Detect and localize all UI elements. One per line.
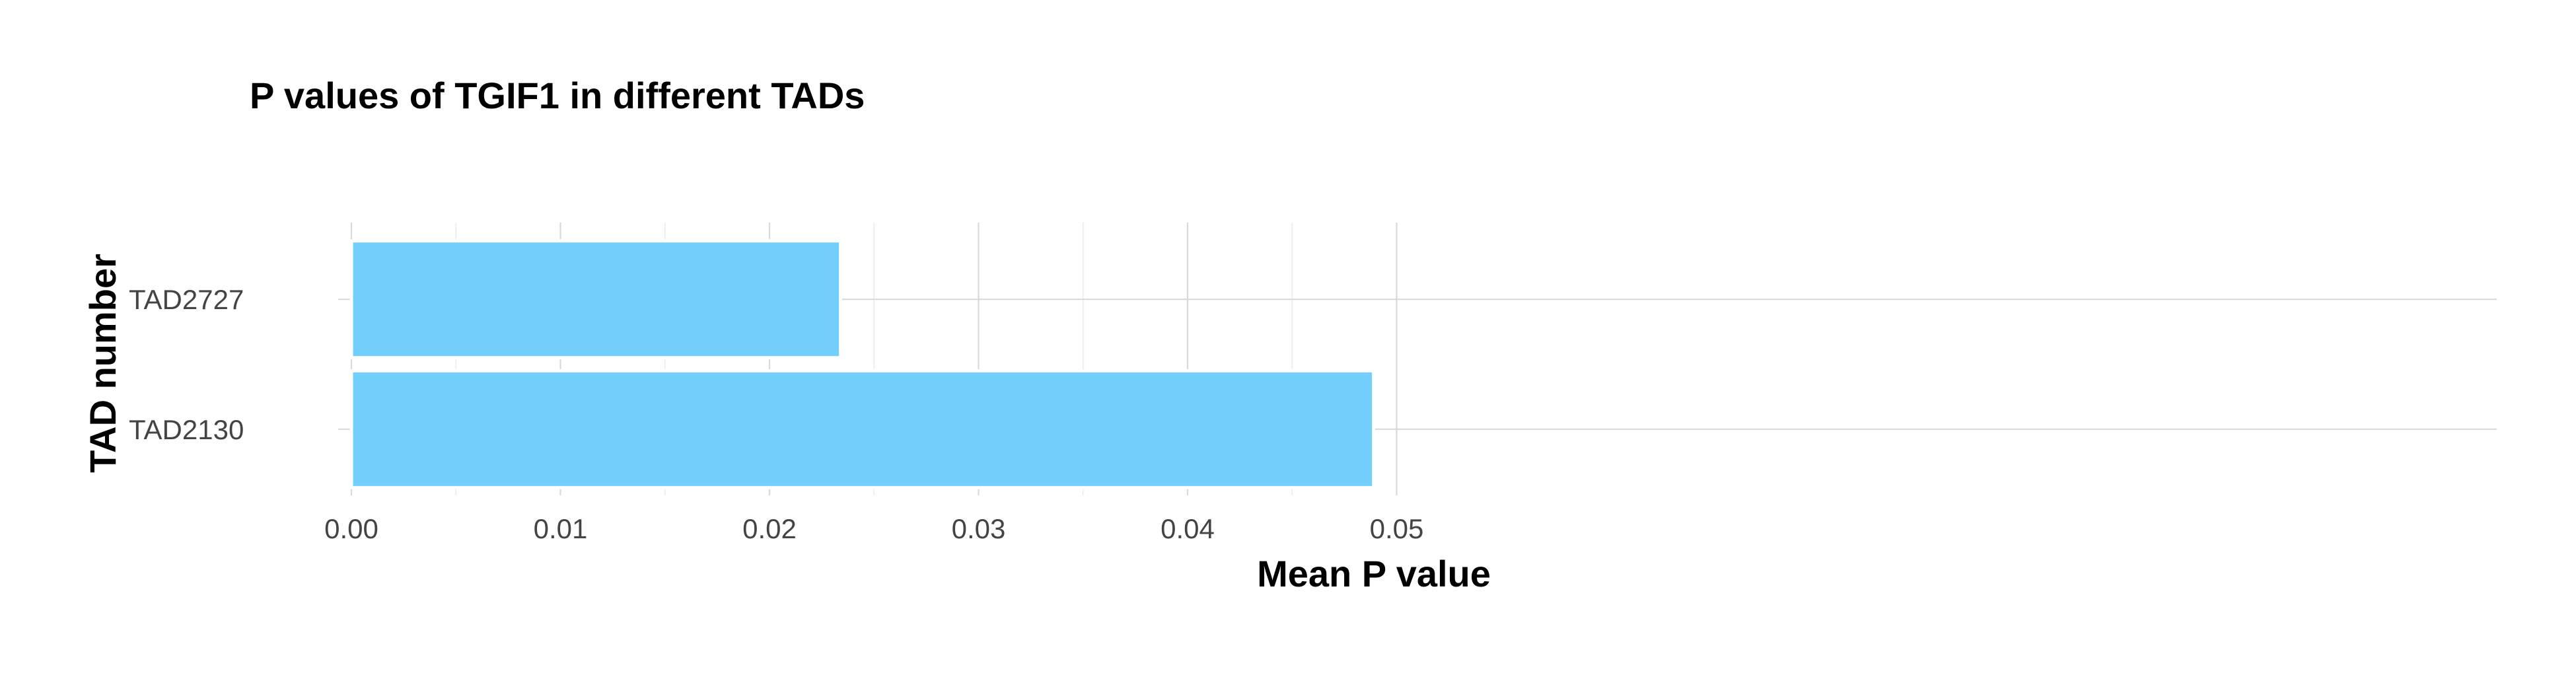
chart-title: P values of TGIF1 in different TADs <box>250 75 865 116</box>
x-axis-label: Mean P value <box>1257 553 1491 594</box>
x-tick-label: 0.03 <box>952 513 1006 544</box>
bar-tad2130 <box>349 369 1376 489</box>
x-tick-label: 0.05 <box>1370 513 1424 544</box>
x-tick-label: 0.02 <box>742 513 797 544</box>
y-tick-label: TAD2727 <box>129 284 244 315</box>
y-axis-label: TAD number <box>82 254 124 473</box>
x-tick-label: 0.00 <box>324 513 378 544</box>
bar-tad2727 <box>349 239 843 360</box>
y-tick-label: TAD2130 <box>129 414 244 445</box>
bars <box>349 239 1376 489</box>
x-axis-ticks: 0.00 0.01 0.02 0.03 0.04 0.05 <box>324 513 1423 544</box>
x-tick-label: 0.01 <box>534 513 588 544</box>
y-axis-ticks: TAD2727 TAD2130 <box>129 284 244 445</box>
x-tick-label: 0.04 <box>1161 513 1215 544</box>
